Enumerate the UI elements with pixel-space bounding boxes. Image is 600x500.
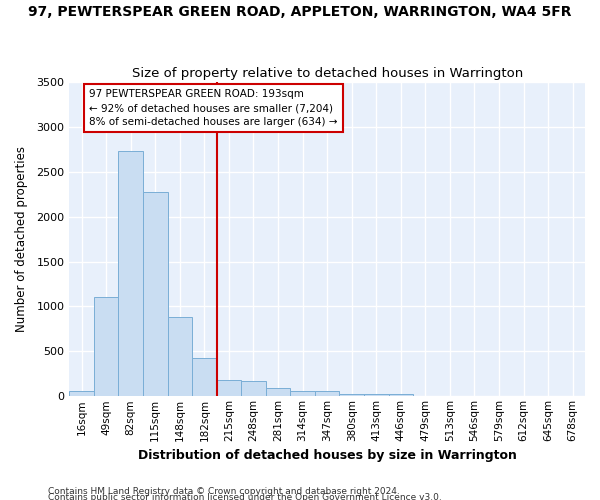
Text: Contains HM Land Registry data © Crown copyright and database right 2024.: Contains HM Land Registry data © Crown c…	[48, 486, 400, 496]
Bar	[192, 358, 217, 397]
Bar	[340, 394, 364, 396]
Text: 97, PEWTERSPEAR GREEN ROAD, APPLETON, WARRINGTON, WA4 5FR: 97, PEWTERSPEAR GREEN ROAD, APPLETON, WA…	[28, 5, 572, 19]
Bar	[217, 380, 241, 396]
Text: 97 PEWTERSPEAR GREEN ROAD: 193sqm
← 92% of detached houses are smaller (7,204)
8: 97 PEWTERSPEAR GREEN ROAD: 193sqm ← 92% …	[89, 89, 337, 127]
Bar	[94, 296, 118, 396]
Bar	[143, 192, 167, 396]
Bar	[315, 392, 340, 396]
Bar	[266, 388, 290, 396]
Text: Contains public sector information licensed under the Open Government Licence v3: Contains public sector information licen…	[48, 492, 442, 500]
Bar	[290, 391, 315, 396]
Title: Size of property relative to detached houses in Warrington: Size of property relative to detached ho…	[131, 66, 523, 80]
Y-axis label: Number of detached properties: Number of detached properties	[15, 146, 28, 332]
Bar	[364, 394, 389, 396]
Bar	[70, 392, 94, 396]
Bar	[167, 318, 192, 396]
Bar	[241, 382, 266, 396]
Bar	[118, 151, 143, 396]
X-axis label: Distribution of detached houses by size in Warrington: Distribution of detached houses by size …	[138, 450, 517, 462]
Bar	[389, 394, 413, 396]
